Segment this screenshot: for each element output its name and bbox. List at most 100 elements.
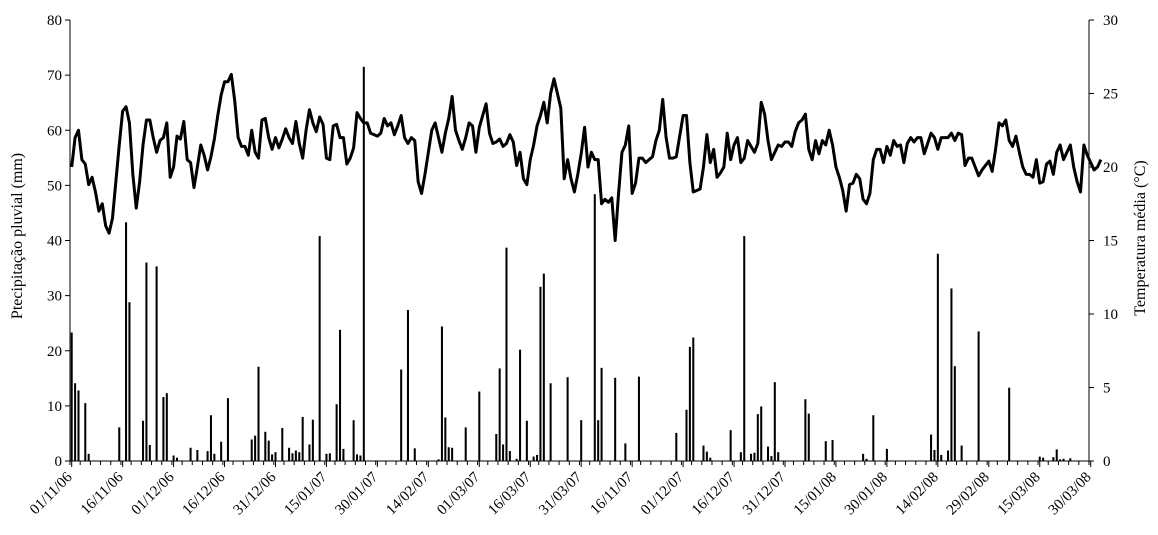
precipitation-bar [447, 447, 450, 461]
precipitation-bar [196, 449, 199, 461]
x-tick-label: 29/02/08 [944, 469, 993, 518]
y-tick-label: 30 [47, 289, 62, 305]
y-tick-label: 40 [47, 234, 62, 250]
precipitation-bar [209, 415, 212, 461]
precipitation-bar [773, 382, 776, 461]
precipitation-bar [437, 459, 440, 461]
precipitation-bar [352, 420, 355, 461]
precipitation-bar [977, 331, 980, 461]
x-tick-label: 14/02/08 [893, 469, 942, 518]
precipitation-bar [1008, 387, 1011, 461]
precipitation-bar [118, 427, 121, 461]
precipitation-bar [206, 451, 209, 461]
precipitation-bar [729, 430, 732, 461]
precipitation-bar [739, 452, 742, 461]
precipitation-bar [502, 444, 505, 461]
precipitation-bar [933, 449, 936, 461]
y-axis-title: Ptecipitação pluvial (mm) [9, 153, 26, 319]
x-tick-label: 01/12/06 [129, 469, 178, 518]
precipitation-bars [70, 66, 1072, 461]
y2-tick-label: 25 [1103, 87, 1118, 103]
precipitation-bar [213, 453, 216, 461]
precipitation-bar [536, 454, 539, 461]
precipitation-bar [519, 349, 522, 461]
precipitation-bar [250, 439, 253, 461]
precipitation-bar [125, 222, 128, 461]
precipitation-bar [688, 346, 691, 461]
precipitation-bar [525, 420, 528, 461]
x-tick-label: 01/03/07 [434, 469, 483, 518]
precipitation-bar [226, 398, 229, 461]
x-tick-label: 14/02/07 [383, 469, 432, 518]
precipitation-bar [142, 420, 145, 461]
precipitation-bar [637, 376, 640, 461]
y-tick-label: 50 [47, 178, 62, 194]
precipitation-bar [750, 453, 753, 461]
precipitation-bar [400, 369, 403, 461]
precipitation-bar [702, 445, 705, 461]
precipitation-bar [872, 415, 875, 461]
y2-tick-label: 5 [1103, 381, 1111, 397]
precipitation-bar [515, 458, 518, 461]
precipitation-bar [84, 403, 87, 461]
precipitation-bar [274, 452, 277, 461]
precipitation-bar [692, 337, 695, 461]
precipitation-bar [947, 450, 950, 461]
precipitation-bar [281, 427, 284, 461]
precipitation-bar [593, 194, 596, 461]
precipitation-bar [865, 458, 868, 461]
precipitation-bar [580, 420, 583, 461]
x-tick-label: 16/03/07 [485, 469, 534, 518]
precipitation-bar [413, 448, 416, 461]
precipitation-bar [960, 445, 963, 461]
precipitation-bar [542, 273, 545, 461]
temperature-line [70, 72, 1103, 242]
precipitation-bar [339, 329, 342, 461]
precipitation-bar [257, 366, 260, 461]
precipitation-bar [267, 440, 270, 461]
temperature-line-group [70, 72, 1103, 242]
precipitation-bar [600, 367, 603, 461]
x-tick-label: 16/12/07 [689, 469, 738, 518]
precipitation-bar [1069, 458, 1072, 461]
precipitation-bar [804, 399, 807, 461]
precipitation-bar [705, 451, 708, 461]
x-tick-label: 16/11/07 [588, 469, 637, 518]
precipitation-bar [172, 455, 175, 461]
precipitation-bar [807, 413, 810, 461]
x-tick-label: 31/12/06 [230, 469, 279, 518]
x-tick-label: 01/11/06 [27, 469, 76, 518]
precipitation-bar [406, 309, 409, 461]
precipitation-bar [451, 447, 454, 461]
precipitation-bar [777, 452, 780, 461]
y-tick-label: 0 [55, 454, 63, 470]
precipitation-bar [440, 326, 443, 461]
precipitation-bar [824, 441, 827, 461]
precipitation-bar [549, 383, 552, 461]
x-tick-label: 15/03/08 [995, 469, 1044, 518]
x-tick-label: 16/11/06 [78, 469, 127, 518]
x-tick-label: 30/01/07 [332, 469, 381, 518]
y2-tick-label: 15 [1103, 234, 1118, 250]
precipitation-bar [294, 450, 297, 461]
precipitation-bar [532, 456, 535, 461]
precipitation-bar [342, 448, 345, 461]
y-tick-label: 10 [47, 399, 62, 415]
y-tick-label: 60 [47, 123, 62, 139]
precipitation-bar [362, 66, 365, 461]
precipitation-bar [508, 451, 511, 461]
precipitation-bar [145, 262, 148, 461]
precipitation-bar [685, 409, 688, 461]
precipitation-bar [464, 427, 467, 461]
precipitation-bar [1055, 449, 1058, 461]
precipitation-bar [355, 454, 359, 461]
precipitation-bar [175, 457, 179, 461]
precipitation-bar [614, 377, 617, 461]
precipitation-bar [953, 366, 956, 461]
y2-tick-label: 0 [1103, 454, 1111, 470]
precipitation-bar [298, 452, 301, 461]
precipitation-bar [539, 286, 542, 461]
precipitation-bar [498, 368, 501, 461]
precipitation-bar [505, 247, 508, 461]
